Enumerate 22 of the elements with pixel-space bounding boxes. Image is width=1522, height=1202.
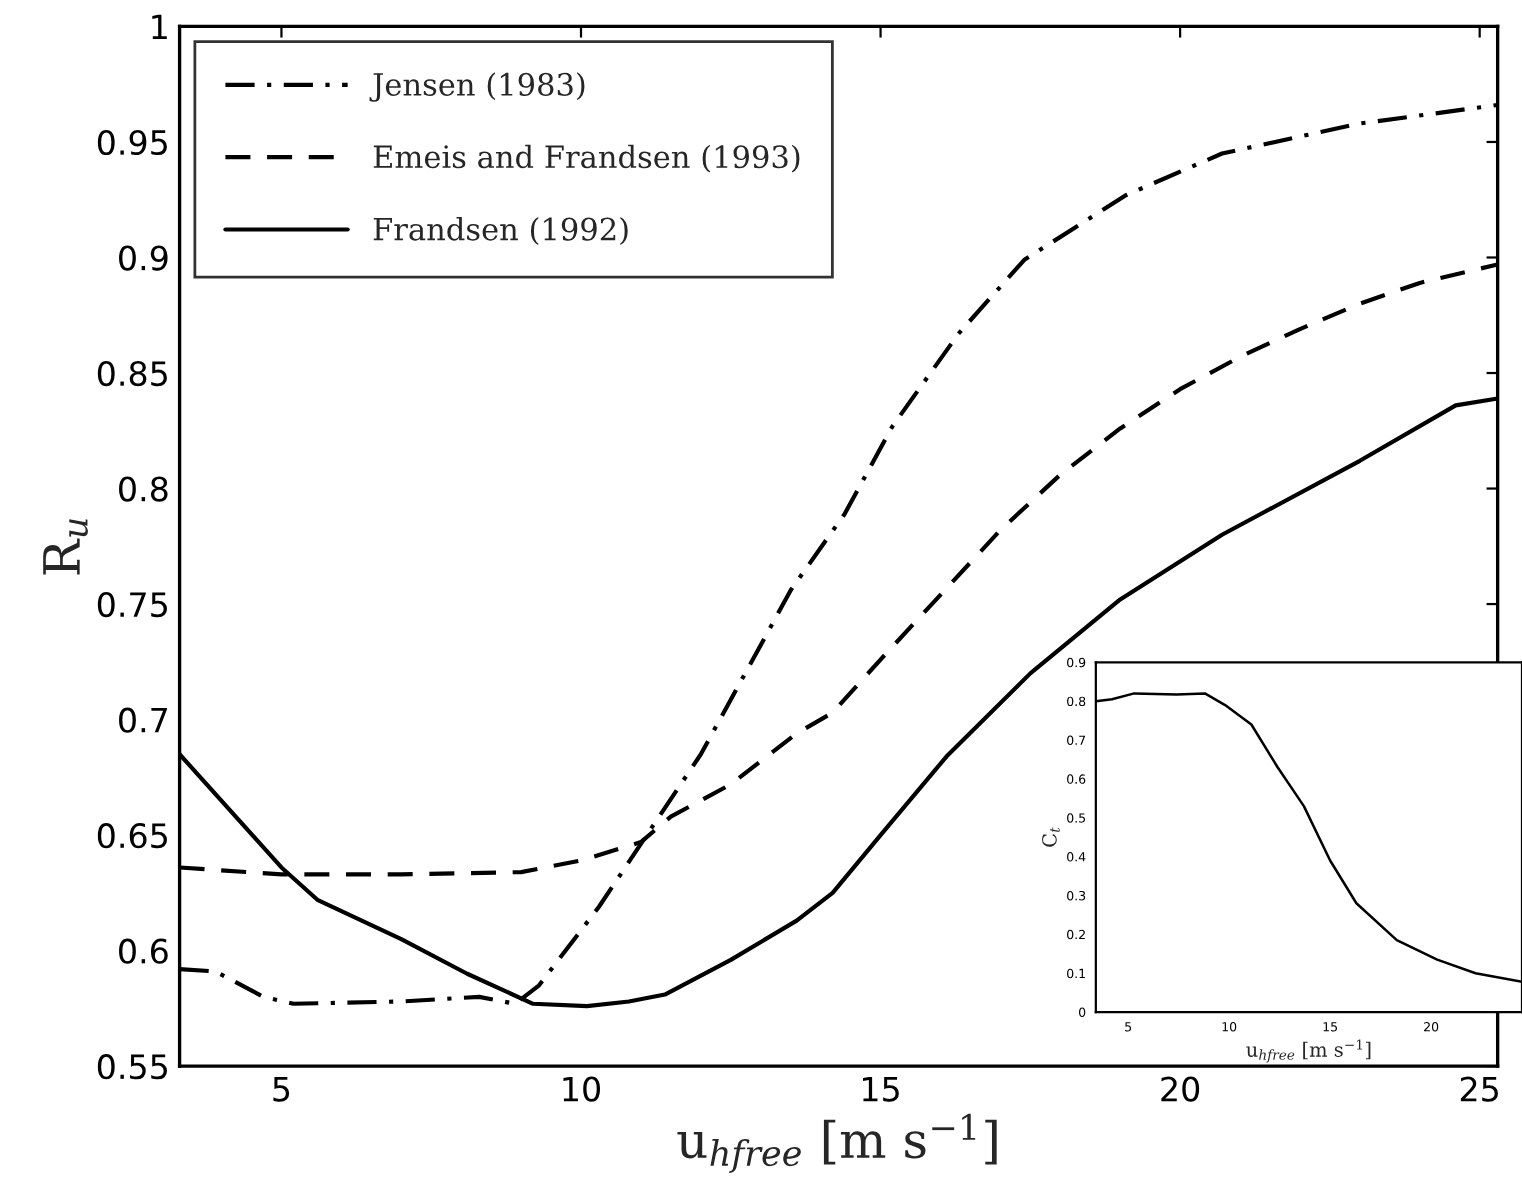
x-axis-title: u$_{hfree}$ [m s$^{−1}$] — [1246, 1039, 1371, 1063]
x-tick-label: 25 — [1460, 1076, 1498, 1102]
y-tick-label: 1 — [152, 14, 167, 40]
x-tick-label: 10 — [563, 1076, 600, 1102]
y-tick-label: 0.65 — [97, 823, 167, 849]
x-tick-label: 15 — [863, 1076, 899, 1102]
y-axis-title: C$_{t}$ — [1042, 827, 1060, 847]
y-tick-label: 0.75 — [97, 592, 167, 618]
y-tick-label: 0.6 — [119, 938, 168, 964]
y-tick-label: 0.85 — [97, 360, 167, 387]
x-axis-title: u$_{hfree}$ [m s$^{−1}$] — [677, 1113, 997, 1173]
legend-label: Emeis and Frandsen (1993) — [373, 144, 800, 173]
x-tick-label: 5 — [273, 1076, 290, 1102]
y-tick-label: 0.9 — [119, 245, 168, 271]
y-axis-title: R$_{u}$ — [43, 519, 88, 575]
y-tick-label: 0.8 — [119, 476, 168, 502]
legend-label: Frandsen (1992) — [373, 216, 628, 245]
y-tick-label: 0.7 — [119, 707, 168, 733]
y-tick-label: 0.55 — [97, 1054, 167, 1080]
y-tick-label: 0.95 — [97, 129, 167, 156]
x-tick-label: 20 — [1161, 1076, 1200, 1102]
legend-label: Jensen (1983) — [369, 72, 585, 102]
